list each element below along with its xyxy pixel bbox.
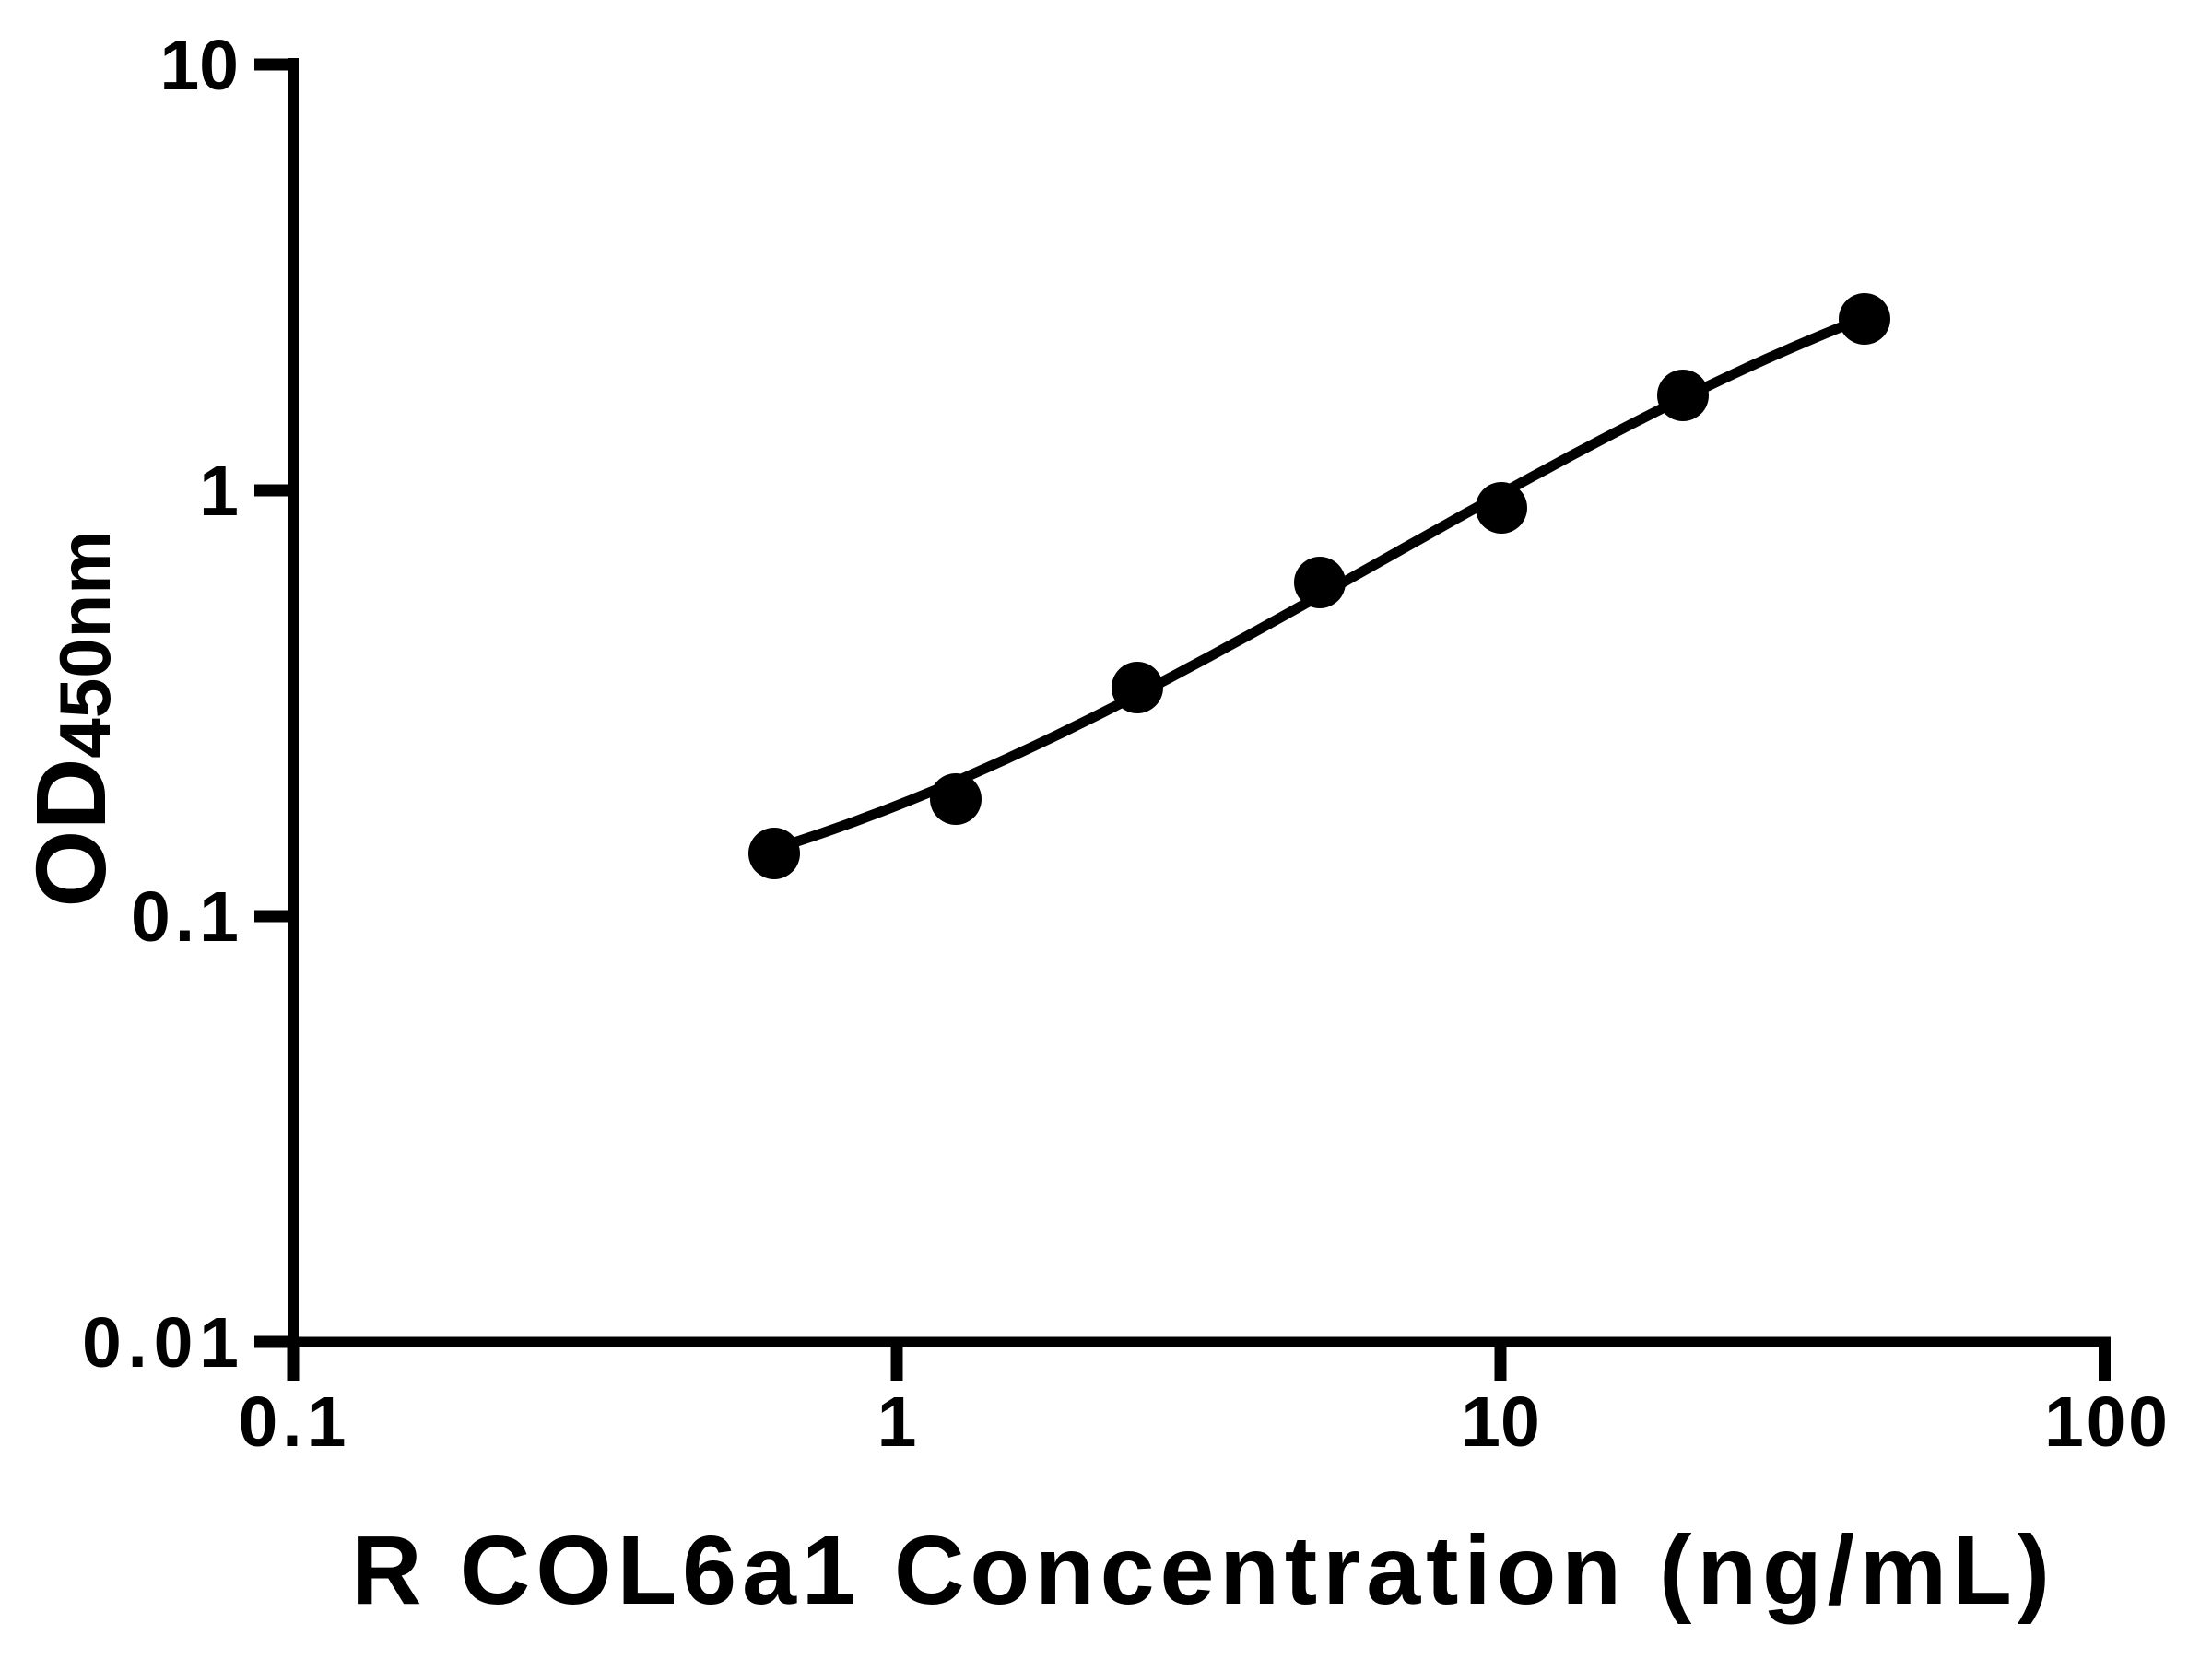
svg-text:0.1: 0.1 (239, 1382, 347, 1462)
svg-text:100: 100 (2044, 1382, 2168, 1462)
svg-text:10: 10 (159, 26, 239, 105)
svg-text:0.1: 0.1 (131, 877, 239, 957)
svg-text:10: 10 (1461, 1382, 1540, 1462)
svg-text:1: 1 (877, 1382, 917, 1462)
svg-text:OD450nm: OD450nm (15, 530, 126, 907)
svg-text:1: 1 (199, 452, 239, 531)
svg-text:0.01: 0.01 (82, 1303, 239, 1382)
svg-text:R COL6a1 Concentration (ng/mL): R COL6a1 Concentration (ng/mL) (351, 1516, 2050, 1625)
